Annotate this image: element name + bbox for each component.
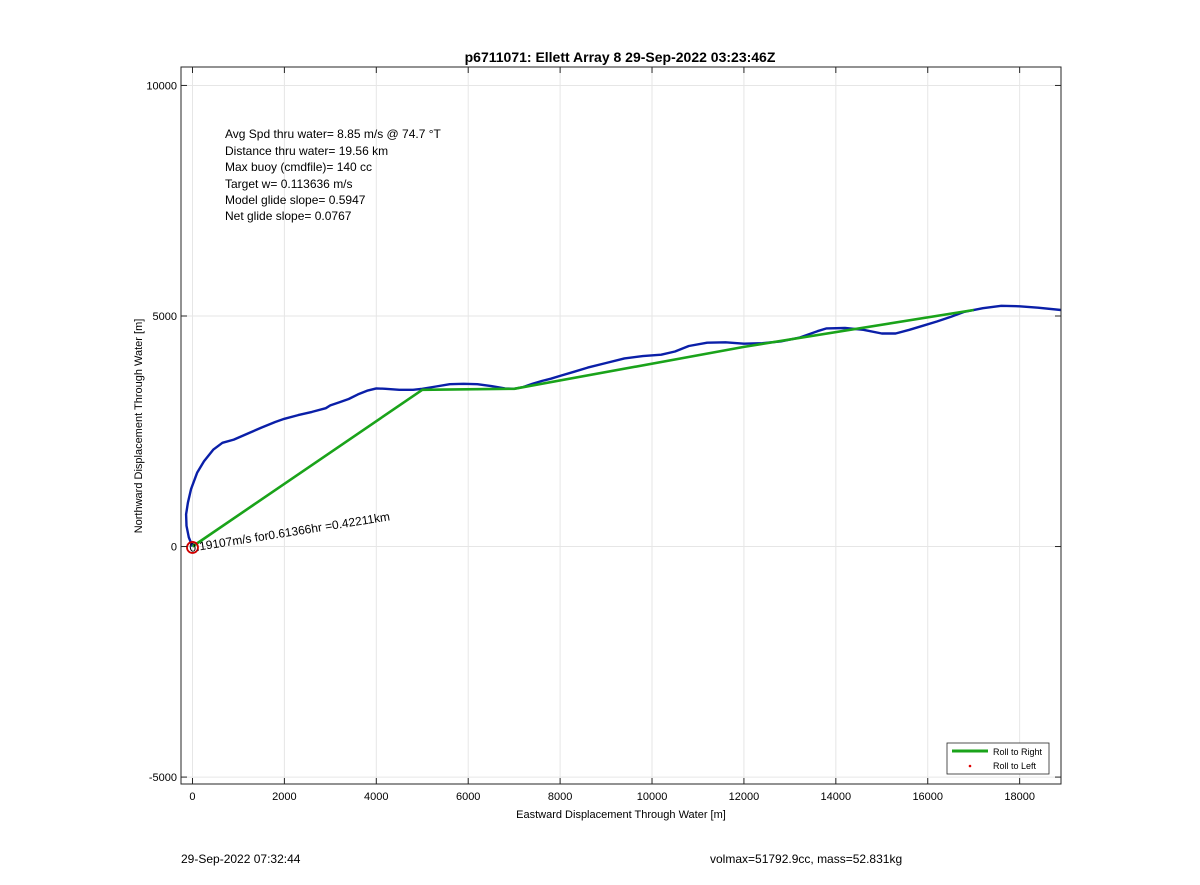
grid-lines (181, 67, 1061, 784)
legend-swatch-roll-left (968, 764, 972, 768)
axes-frame (180, 66, 1062, 785)
chart-title: p6711071: Ellett Array 8 29-Sep-2022 03:… (465, 49, 776, 65)
legend-label-roll-right: Roll to Right (993, 747, 1043, 757)
stats-line: Max buoy (cmdfile)= 140 cc (225, 160, 372, 174)
stats-line: Model glide slope= 0.5947 (225, 193, 366, 207)
y-axis-label: Northward Displacement Through Water [m] (133, 319, 145, 534)
x-tick-label: 12000 (729, 791, 760, 803)
legend-box (946, 742, 1050, 775)
footer-timestamp: 29-Sep-2022 07:32:44 (181, 852, 301, 866)
roll-right-line (191, 308, 974, 548)
stats-block: Avg Spd thru water= 8.85 m/s @ 74.7 °T D… (225, 127, 442, 223)
y-tick-label: 10000 (146, 80, 177, 92)
x-axis-label: Eastward Displacement Through Water [m] (516, 809, 726, 821)
x-tick-label: 6000 (456, 791, 480, 803)
series-layer (184, 304, 1061, 554)
legend: Roll to Right Roll to Left (946, 742, 1050, 775)
x-tick-label: 2000 (272, 791, 296, 803)
footer-info: volmax=51792.9cc, mass=52.831kg (710, 852, 903, 866)
x-tick-label: 0 (189, 791, 195, 803)
stats-line: Avg Spd thru water= 8.85 m/s @ 74.7 °T (225, 127, 442, 141)
tick-layer: 0 2000 4000 6000 8000 10000 12000 14000 16000 180… (146, 67, 1061, 803)
segment-annotation: 0.19107m/s for0.61366hr =0.42211km (188, 509, 391, 555)
y-tick-label: 0 (171, 542, 177, 554)
start-marker (186, 541, 199, 554)
legend-label-roll-left: Roll to Left (993, 761, 1037, 771)
x-tick-label: 8000 (548, 791, 572, 803)
stats-line: Distance thru water= 19.56 km (225, 144, 388, 158)
track-line (184, 304, 1061, 547)
stats-line: Net glide slope= 0.0767 (225, 209, 352, 223)
x-tick-label: 10000 (637, 791, 668, 803)
y-tick-label: 5000 (153, 311, 177, 323)
stats-line: Target w= 0.113636 m/s (225, 177, 353, 191)
x-tick-label: 18000 (1004, 791, 1035, 803)
x-tick-label: 14000 (821, 791, 852, 803)
x-tick-label: 16000 (912, 791, 943, 803)
y-tick-label: -5000 (149, 772, 177, 784)
x-tick-label: 4000 (364, 791, 388, 803)
